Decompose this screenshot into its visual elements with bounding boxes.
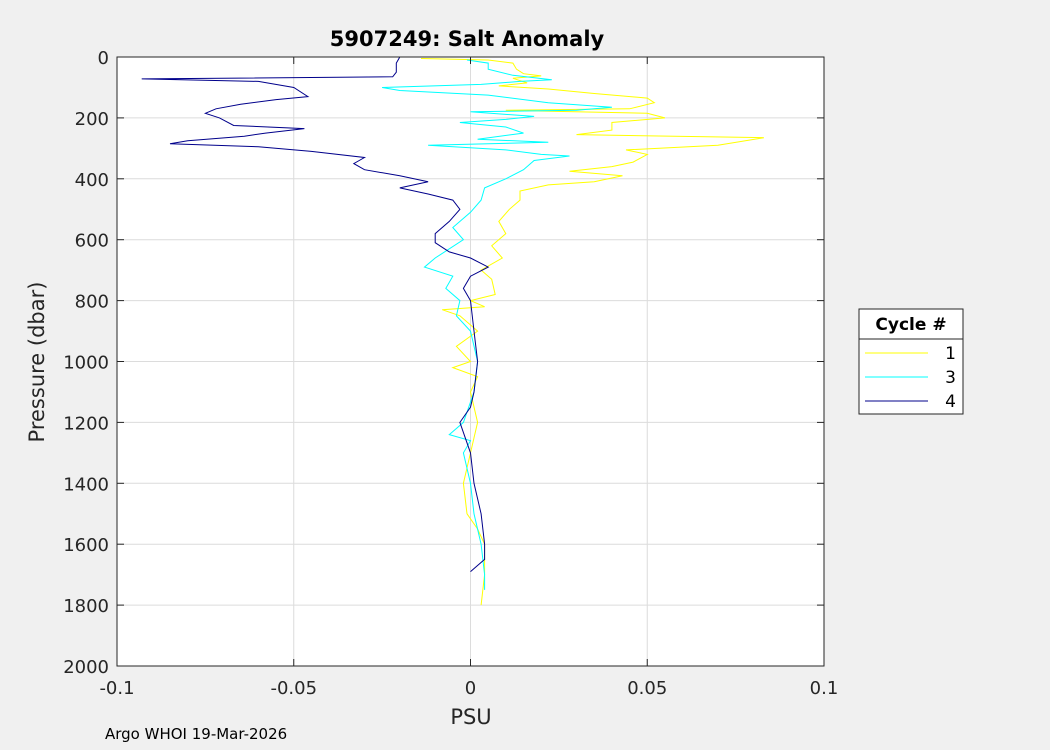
y-tick-label: 200 (75, 109, 109, 130)
y-tick-label: 1400 (63, 474, 109, 495)
series-line-cycle-1 (420, 58, 764, 606)
legend-box (858, 308, 964, 415)
y-tick-label: 0 (98, 48, 109, 69)
x-tick-label: 0.1 (810, 678, 839, 699)
x-axis-label: PSU (450, 705, 491, 729)
legend: Cycle # 1 3 4 (858, 308, 964, 415)
legend-title: Cycle # (875, 315, 946, 335)
axis-ticks: -0.1 -0.05 0 0.05 0.1 0 200 400 600 800 1000 1200 14… (63, 48, 838, 699)
y-tick-label: 800 (75, 292, 109, 313)
y-tick-label: 1600 (63, 535, 109, 556)
x-tick-label: -0.1 (99, 678, 134, 699)
y-tick-label: 1800 (63, 596, 109, 617)
y-tick-label: 400 (75, 170, 109, 191)
y-tick-label: 600 (75, 231, 109, 252)
x-tick-label: -0.05 (270, 678, 317, 699)
series-line-cycle-4 (141, 56, 490, 572)
x-tick-label: 0.05 (627, 678, 667, 699)
series-lines (141, 56, 764, 606)
y-tick-label: 2000 (63, 657, 109, 678)
legend-label-cycle-3: 3 (945, 368, 956, 388)
legend-label-cycle-1: 1 (945, 344, 956, 364)
footer-credit: Argo WHOI 19-Mar-2026 (105, 725, 288, 743)
chart-title: 5907249: Salt Anomaly (330, 27, 605, 51)
y-tick-label: 1000 (63, 353, 109, 374)
y-axis-label: Pressure (dbar) (25, 282, 49, 443)
y-tick-label: 1200 (63, 413, 109, 434)
legend-label-cycle-4: 4 (945, 392, 956, 412)
x-tick-label: 0 (465, 678, 476, 699)
